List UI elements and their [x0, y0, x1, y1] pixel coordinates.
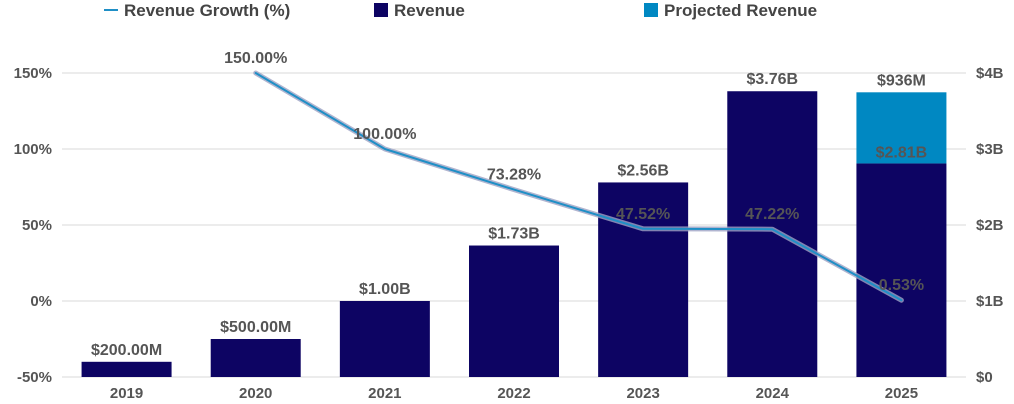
bars: [81, 91, 947, 378]
revenue-label-2024: $3.76B: [746, 71, 798, 88]
bar-labels: $200.00M $500.00M $1.00B $1.73B $2.56B $3.76B…: [91, 71, 927, 359]
left-tick-label: 100%: [14, 141, 52, 158]
x-tick-label-2025: 2025: [885, 385, 918, 402]
left-tick-label: 0%: [30, 293, 52, 310]
revenue-label-2022: $1.73B: [488, 226, 540, 243]
revenue-bar-2020: [210, 339, 301, 377]
line-labels: 150.00% 100.00% 73.28% 47.52% 47.22% 0.53%: [224, 50, 924, 294]
legend-item-revenue: Revenue: [374, 1, 465, 20]
left-axis: -50% 0% 50% 100% 150%: [14, 65, 52, 386]
left-tick-label: 50%: [22, 217, 52, 234]
x-tick-label-2022: 2022: [497, 385, 530, 402]
legend-label: Projected Revenue: [664, 1, 817, 20]
x-tick-label-2021: 2021: [368, 385, 401, 402]
legend-bar-swatch: [374, 3, 388, 17]
legend-label: Revenue Growth (%): [124, 1, 290, 20]
growth-label-2024: 47.22%: [745, 206, 799, 223]
growth-label-2021: 100.00%: [353, 126, 416, 143]
growth-label-2023: 47.52%: [616, 206, 670, 223]
right-tick-label: $1B: [976, 293, 1004, 310]
legend-label: Revenue: [394, 1, 465, 20]
revenue-label-2025: $2.81B: [876, 144, 928, 161]
revenue-label-2023: $2.56B: [617, 162, 669, 179]
right-tick-label: $4B: [976, 65, 1004, 82]
revenue-bar-2022: [469, 245, 559, 377]
legend-item-revenue-growth: Revenue Growth (%): [104, 1, 290, 20]
revenue-bar-2021: [339, 301, 430, 377]
x-axis: 2019 2020 2021 2022 2023 2024 2025: [110, 385, 918, 402]
right-axis: $0 $1B $2B $3B $4B: [976, 65, 1004, 386]
revenue-label-2019: $200.00M: [91, 342, 162, 359]
x-tick-label-2019: 2019: [110, 385, 143, 402]
revenue-bar-2019: [81, 361, 172, 377]
x-tick-label-2020: 2020: [239, 385, 272, 402]
revenue-bar-2024: [727, 91, 818, 378]
growth-label-2022: 73.28%: [487, 167, 541, 184]
x-tick-label-2023: 2023: [626, 385, 659, 402]
right-tick-label: $2B: [976, 217, 1004, 234]
left-tick-label: -50%: [17, 369, 52, 386]
chart-legend: Revenue Growth (%) Revenue Projected Reven…: [104, 1, 817, 20]
revenue-growth-line: [254, 72, 903, 302]
revenue-bar-2023: [598, 182, 689, 377]
right-tick-label: $3B: [976, 141, 1004, 158]
growth-label-2020: 150.00%: [224, 50, 287, 67]
revenue-label-2020: $500.00M: [220, 319, 291, 336]
revenue-label-2021: $1.00B: [359, 281, 411, 298]
left-tick-label: 150%: [14, 65, 52, 82]
growth-label-2025: 0.53%: [879, 277, 924, 294]
revenue-bar-2025: [856, 163, 947, 377]
legend-item-projected-revenue: Projected Revenue: [644, 1, 817, 20]
growth-line-layer: [253, 70, 904, 303]
legend-bar-swatch: [644, 3, 658, 17]
projected-revenue-label-2025: $936M: [877, 72, 926, 89]
x-tick-label-2024: 2024: [756, 385, 790, 402]
right-tick-label: $0: [976, 369, 993, 386]
projected-revenue-bar-2025: [856, 92, 947, 164]
